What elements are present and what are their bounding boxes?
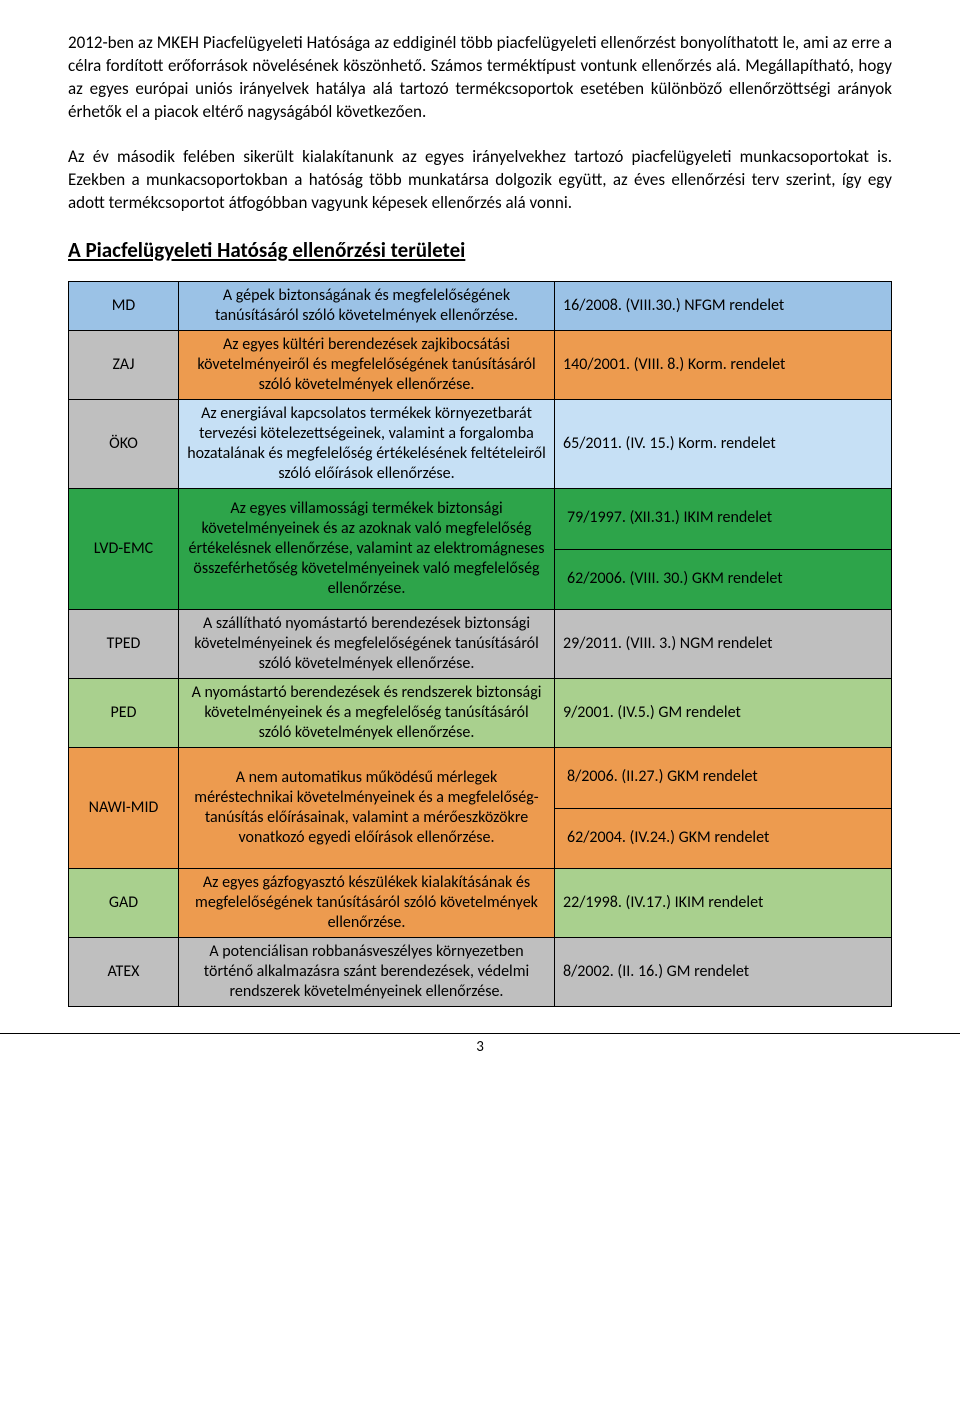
table-row: ZAJAz egyes kültéri berendezések zajkibo…	[69, 330, 892, 399]
directive-description: A nyomástartó berendezések és rendszerek…	[179, 678, 555, 747]
directive-code: GAD	[69, 868, 179, 937]
directive-code: ATEX	[69, 937, 179, 1006]
directive-law-top: 8/2006. (II.27.) GKM rendelet	[555, 748, 891, 808]
section-heading: A Piacfelügyeleti Hatóság ellenőrzési te…	[68, 237, 892, 263]
directive-table: MDA gépek biztonságának és megfelelőségé…	[68, 281, 892, 1007]
directive-law: 29/2011. (VIII. 3.) NGM rendelet	[555, 609, 892, 678]
directive-description: Az egyes gázfogyasztó készülékek kialakí…	[179, 868, 555, 937]
table-row: MDA gépek biztonságának és megfelelőségé…	[69, 281, 892, 330]
directive-description: A szállítható nyomástartó berendezések b…	[179, 609, 555, 678]
page-number: 3	[0, 1038, 960, 1056]
directive-law: 140/2001. (VIII. 8.) Korm. rendelet	[555, 330, 892, 399]
directive-law: 8/2006. (II.27.) GKM rendelet62/2004. (I…	[555, 747, 892, 868]
table-row: PEDA nyomástartó berendezések és rendsze…	[69, 678, 892, 747]
directive-law-bottom: 62/2006. (VIII. 30.) GKM rendelet	[555, 549, 891, 609]
directive-description: A gépek biztonságának és megfelelőségéne…	[179, 281, 555, 330]
table-row: ATEXA potenciálisan robbanásveszélyes kö…	[69, 937, 892, 1006]
directive-law: 9/2001. (IV.5.) GM rendelet	[555, 678, 892, 747]
directive-law: 22/1998. (IV.17.) IKIM rendelet	[555, 868, 892, 937]
directive-description: Az egyes villamossági termékek biztonság…	[179, 488, 555, 609]
table-row: TPEDA szállítható nyomástartó berendezés…	[69, 609, 892, 678]
directive-law: 8/2002. (II. 16.) GM rendelet	[555, 937, 892, 1006]
directive-law: 16/2008. (VIII.30.) NFGM rendelet	[555, 281, 892, 330]
table-row: GADAz egyes gázfogyasztó készülékek kial…	[69, 868, 892, 937]
directive-description: A potenciálisan robbanásveszélyes környe…	[179, 937, 555, 1006]
page-footer: 3	[0, 1027, 960, 1056]
table-row: LVD-EMCAz egyes villamossági termékek bi…	[69, 488, 892, 609]
directive-law-top: 79/1997. (XII.31.) IKIM rendelet	[555, 489, 891, 549]
directive-description: Az egyes kültéri berendezések zajkibocsá…	[179, 330, 555, 399]
directive-description: A nem automatikus működésű mérlegek méré…	[179, 747, 555, 868]
directive-code: ZAJ	[69, 330, 179, 399]
directive-code: PED	[69, 678, 179, 747]
table-row: ÖKOAz energiával kapcsolatos termékek kö…	[69, 399, 892, 488]
directive-code: LVD-EMC	[69, 488, 179, 609]
paragraph-1: 2012-ben az MKEH Piacfelügyeleti Hatóság…	[68, 32, 892, 124]
directive-code: TPED	[69, 609, 179, 678]
directive-law: 79/1997. (XII.31.) IKIM rendelet62/2006.…	[555, 488, 892, 609]
directive-code: MD	[69, 281, 179, 330]
directive-description: Az energiával kapcsolatos termékek körny…	[179, 399, 555, 488]
table-row: NAWI-MIDA nem automatikus működésű mérle…	[69, 747, 892, 868]
directive-law: 65/2011. (IV. 15.) Korm. rendelet	[555, 399, 892, 488]
directive-law-bottom: 62/2004. (IV.24.) GKM rendelet	[555, 808, 891, 868]
directive-code: ÖKO	[69, 399, 179, 488]
footer-rule	[0, 1033, 960, 1034]
directive-code: NAWI-MID	[69, 747, 179, 868]
paragraph-2: Az év második felében sikerült kialakíta…	[68, 146, 892, 215]
